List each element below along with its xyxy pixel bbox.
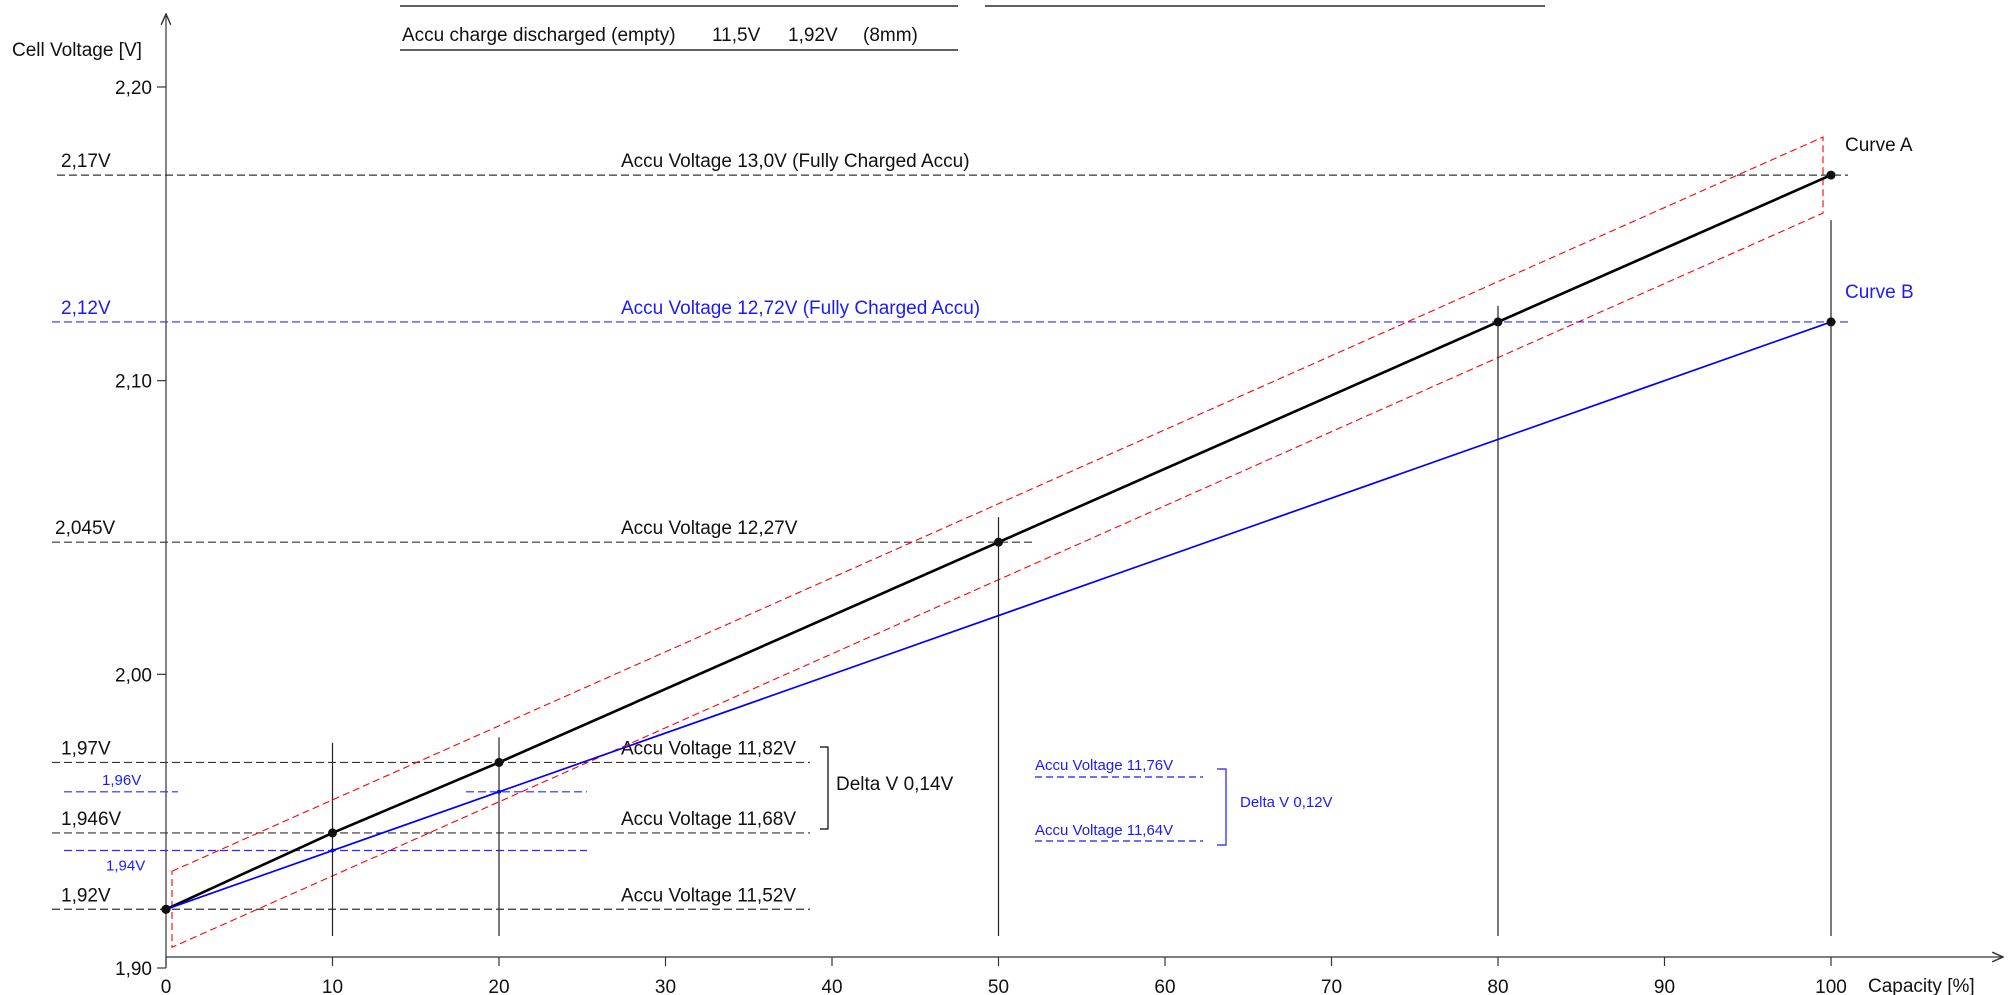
curve-b-point bbox=[330, 848, 335, 853]
x-tick-label: 10 bbox=[322, 977, 343, 995]
y-tick-label: 2,20 bbox=[115, 78, 152, 99]
reference-line-text: Accu Voltage 13,0V (Fully Charged Accu) bbox=[621, 151, 970, 172]
x-tick-label: 70 bbox=[1321, 977, 1342, 995]
blue-annotation-block: Accu Voltage 11,76V Accu Voltage 11,64V … bbox=[1035, 757, 1333, 846]
tolerance-band bbox=[171, 136, 1824, 949]
delta-b-label: Delta V 0,12V bbox=[1240, 794, 1333, 811]
curve-b-point bbox=[1826, 317, 1836, 327]
y-ticks: 1,90 2,00 2,10 2,20 bbox=[115, 78, 166, 980]
curve-a-line bbox=[165, 173, 1832, 911]
legend-table-cell: Accu charge discharged (empty) bbox=[402, 25, 676, 46]
blue-lower-label: Accu Voltage 11,64V bbox=[1035, 822, 1173, 839]
curve-a-point bbox=[328, 828, 337, 838]
x-tick-label: 60 bbox=[1154, 977, 1175, 995]
y-axis-label: Cell Voltage [V] bbox=[12, 40, 142, 61]
curve-b-line bbox=[165, 321, 1832, 911]
legend-table: Accu charge discharged (empty) 11,5V 1,9… bbox=[400, 5, 1545, 51]
series bbox=[161, 170, 1836, 914]
x-tick-label: 30 bbox=[655, 977, 676, 995]
x-tick-label: 40 bbox=[821, 977, 842, 995]
reference-lines: 2,17V Accu Voltage 13,0V (Fully Charged A… bbox=[52, 151, 1848, 910]
reference-line-text: Accu Voltage 12,72V (Fully Charged Accu) bbox=[621, 298, 980, 319]
y-tick-label: 2,10 bbox=[115, 372, 152, 393]
x-tick-label: 90 bbox=[1654, 977, 1675, 995]
reference-line-text: Accu Voltage 12,27V bbox=[621, 518, 798, 539]
x-axis-label: Capacity [%] bbox=[1868, 976, 1975, 995]
curve-b-point bbox=[161, 904, 171, 914]
tolerance-band-outline bbox=[171, 136, 1824, 949]
reference-line-value: 1,92V bbox=[61, 885, 111, 906]
curve-a-point bbox=[1493, 317, 1503, 327]
curve-b-label: Curve B bbox=[1845, 282, 1914, 303]
reference-line-text: Accu Voltage 11,82V bbox=[621, 738, 796, 759]
legend-table-cell: (8mm) bbox=[863, 25, 918, 46]
curve-b-point bbox=[497, 789, 501, 794]
legend-table-cell: 11,5V bbox=[712, 25, 761, 46]
reference-line-value: 1,96V bbox=[102, 772, 141, 789]
reference-line-value: 1,946V bbox=[61, 809, 122, 830]
delta-a-label: Delta V 0,14V bbox=[836, 774, 954, 795]
reference-line-value: 2,12V bbox=[61, 298, 111, 319]
curve-a-label: Curve A bbox=[1845, 135, 1913, 156]
reference-line-value: 1,97V bbox=[61, 738, 111, 759]
delta-a-bracket: Delta V 0,14V bbox=[820, 746, 954, 830]
reference-line-text: Accu Voltage 11,52V bbox=[621, 885, 796, 906]
vertical-markers bbox=[331, 220, 1832, 936]
curve-a-point bbox=[494, 757, 504, 767]
reference-line-value: 1,94V bbox=[106, 858, 145, 875]
reference-line-value: 2,045V bbox=[55, 518, 116, 539]
x-tick-label: 80 bbox=[1487, 977, 1508, 995]
y-tick-label: 2,00 bbox=[115, 665, 152, 686]
x-ticks: 0 10 20 30 40 50 60 70 80 90 100 bbox=[161, 957, 1847, 995]
y-tick-label: 1,90 bbox=[115, 959, 152, 980]
x-tick-label: 20 bbox=[488, 977, 509, 995]
reference-line-value: 2,17V bbox=[61, 151, 111, 172]
curve-a-point bbox=[1826, 170, 1836, 180]
blue-upper-label: Accu Voltage 11,76V bbox=[1035, 757, 1173, 774]
curve-a-point bbox=[994, 537, 1003, 547]
legend-table-cell: 1,92V bbox=[788, 25, 838, 46]
x-tick-label: 50 bbox=[988, 977, 1009, 995]
x-tick-label: 0 bbox=[161, 977, 172, 995]
x-tick-label: 100 bbox=[1815, 977, 1847, 995]
reference-line-text: Accu Voltage 11,68V bbox=[621, 809, 796, 830]
